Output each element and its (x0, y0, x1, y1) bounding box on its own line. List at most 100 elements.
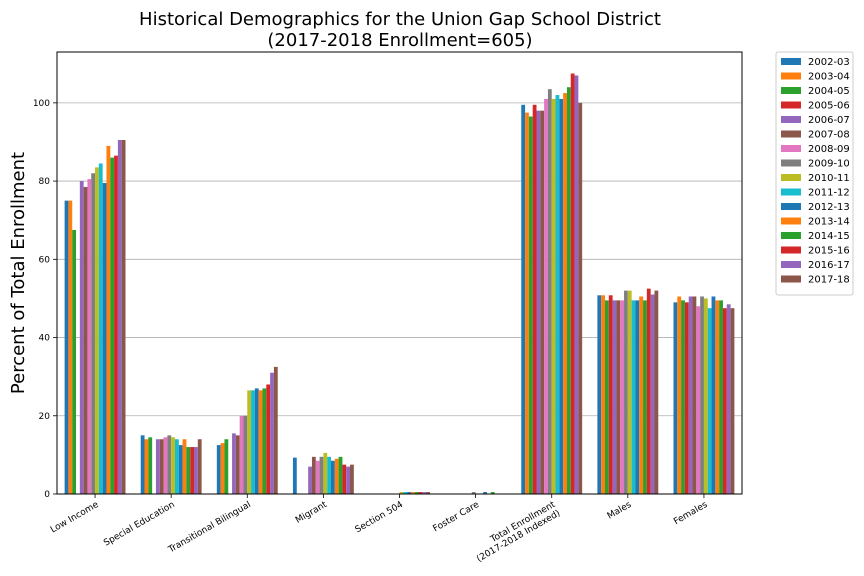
y-tick-label: 80 (39, 177, 51, 187)
bar (167, 435, 172, 494)
legend-swatch (781, 261, 801, 268)
legend-swatch (781, 246, 801, 254)
bar (532, 104, 537, 495)
bar (707, 308, 712, 494)
bar (414, 492, 419, 494)
legend-label: 2004-05 (808, 86, 850, 97)
bar (323, 452, 328, 494)
chart-subtitle: (2017-2018 Enrollment=605) (267, 30, 532, 51)
bar (471, 492, 476, 494)
bar (399, 492, 404, 494)
bar (190, 447, 194, 494)
legend-label: 2014-15 (808, 231, 850, 242)
legend-swatch (781, 145, 801, 152)
legend-label: 2002-03 (808, 57, 850, 68)
bar (311, 456, 316, 494)
bar (270, 372, 274, 494)
bar (536, 110, 541, 494)
x-tick-label: Migrant (294, 500, 329, 526)
bar (106, 145, 111, 494)
bar (574, 75, 579, 494)
bar (566, 87, 571, 494)
bar (643, 300, 647, 494)
legend-swatch (781, 72, 801, 80)
bar (730, 308, 735, 494)
x-tick-label-line: Foster Care (431, 500, 481, 535)
bar (627, 290, 632, 494)
bar (338, 456, 343, 494)
bar (121, 140, 126, 494)
legend-swatch (781, 275, 801, 283)
bar (95, 167, 99, 494)
bar (68, 200, 73, 495)
legend-swatch (781, 130, 801, 138)
legend-label: 2010-11 (808, 173, 850, 184)
legend-label: 2016-17 (808, 260, 850, 271)
bar (726, 304, 731, 494)
bar (624, 290, 628, 494)
bar (171, 437, 175, 494)
bar (722, 308, 727, 494)
bar (182, 439, 187, 494)
series-2014-15 (110, 87, 723, 494)
bar (247, 390, 252, 494)
bar (673, 302, 678, 494)
bar (224, 439, 229, 494)
legend-swatch (781, 116, 801, 123)
bar (220, 443, 225, 494)
legend-label: 2008-09 (808, 144, 850, 155)
bar (719, 300, 723, 494)
legend-label: 2007-08 (808, 130, 850, 141)
bar (186, 447, 191, 494)
legend-label: 2011-12 (808, 188, 850, 199)
legend-swatch (781, 203, 801, 210)
bar (540, 110, 545, 494)
y-axis-label: Percent of Total Enrollment (8, 152, 29, 394)
bar (163, 437, 168, 494)
x-tick-label-line: Section 504 (354, 500, 406, 536)
legend-swatch (781, 159, 801, 167)
x-tick-label-line: Females (672, 500, 710, 527)
legend-label: 2005-06 (808, 101, 850, 112)
bar (216, 445, 221, 494)
bar (639, 296, 644, 494)
bar (555, 95, 560, 494)
y-tick-label: 60 (39, 255, 51, 265)
bar (83, 186, 88, 494)
legend-swatch (781, 58, 801, 65)
bar (72, 229, 77, 494)
bar (266, 384, 271, 494)
bar (631, 300, 636, 494)
bar (243, 415, 248, 494)
bar (544, 98, 548, 494)
x-tick-label: Section 504 (354, 500, 406, 536)
bar (407, 492, 411, 494)
bar (426, 492, 430, 494)
x-tick-label: Total Enrollment(2017-2018 Indexed) (470, 500, 562, 565)
legend-label: 2003-04 (808, 72, 850, 83)
bar (692, 296, 697, 494)
bar (418, 492, 423, 494)
x-tick-label: Foster Care (431, 500, 481, 535)
bar (578, 102, 583, 495)
bar (605, 300, 609, 494)
bar (144, 439, 149, 494)
bar (715, 300, 720, 494)
bar (570, 73, 575, 494)
bar (612, 300, 617, 494)
bar (684, 302, 689, 494)
series-2008-09 (87, 98, 701, 494)
bar (608, 295, 613, 494)
bar (559, 98, 564, 494)
bars (64, 73, 735, 495)
series-2007-08 (83, 110, 697, 494)
legend-swatch (781, 101, 801, 109)
legend-label: 2015-16 (808, 246, 850, 257)
y-tick-label: 40 (39, 334, 51, 344)
bar (98, 163, 103, 494)
bar (703, 298, 708, 494)
series-2012-13 (102, 98, 716, 494)
bar (148, 437, 153, 494)
bar (681, 300, 685, 494)
